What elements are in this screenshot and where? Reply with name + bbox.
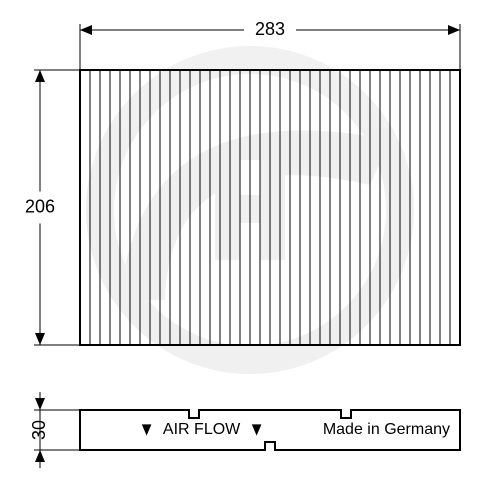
airflow-arrow-icon <box>142 424 152 435</box>
airflow-arrow-icon <box>252 424 262 435</box>
technical-drawing: 283 206 30 AIR FLOW Made in Germany <box>0 0 500 500</box>
airflow-label: AIR FLOW <box>163 421 241 438</box>
made-in-label: Made in Germany <box>323 421 450 438</box>
dim-height-value: 206 <box>25 196 55 216</box>
dim-side-height-value: 30 <box>29 420 49 440</box>
dim-width-value: 283 <box>255 19 285 39</box>
